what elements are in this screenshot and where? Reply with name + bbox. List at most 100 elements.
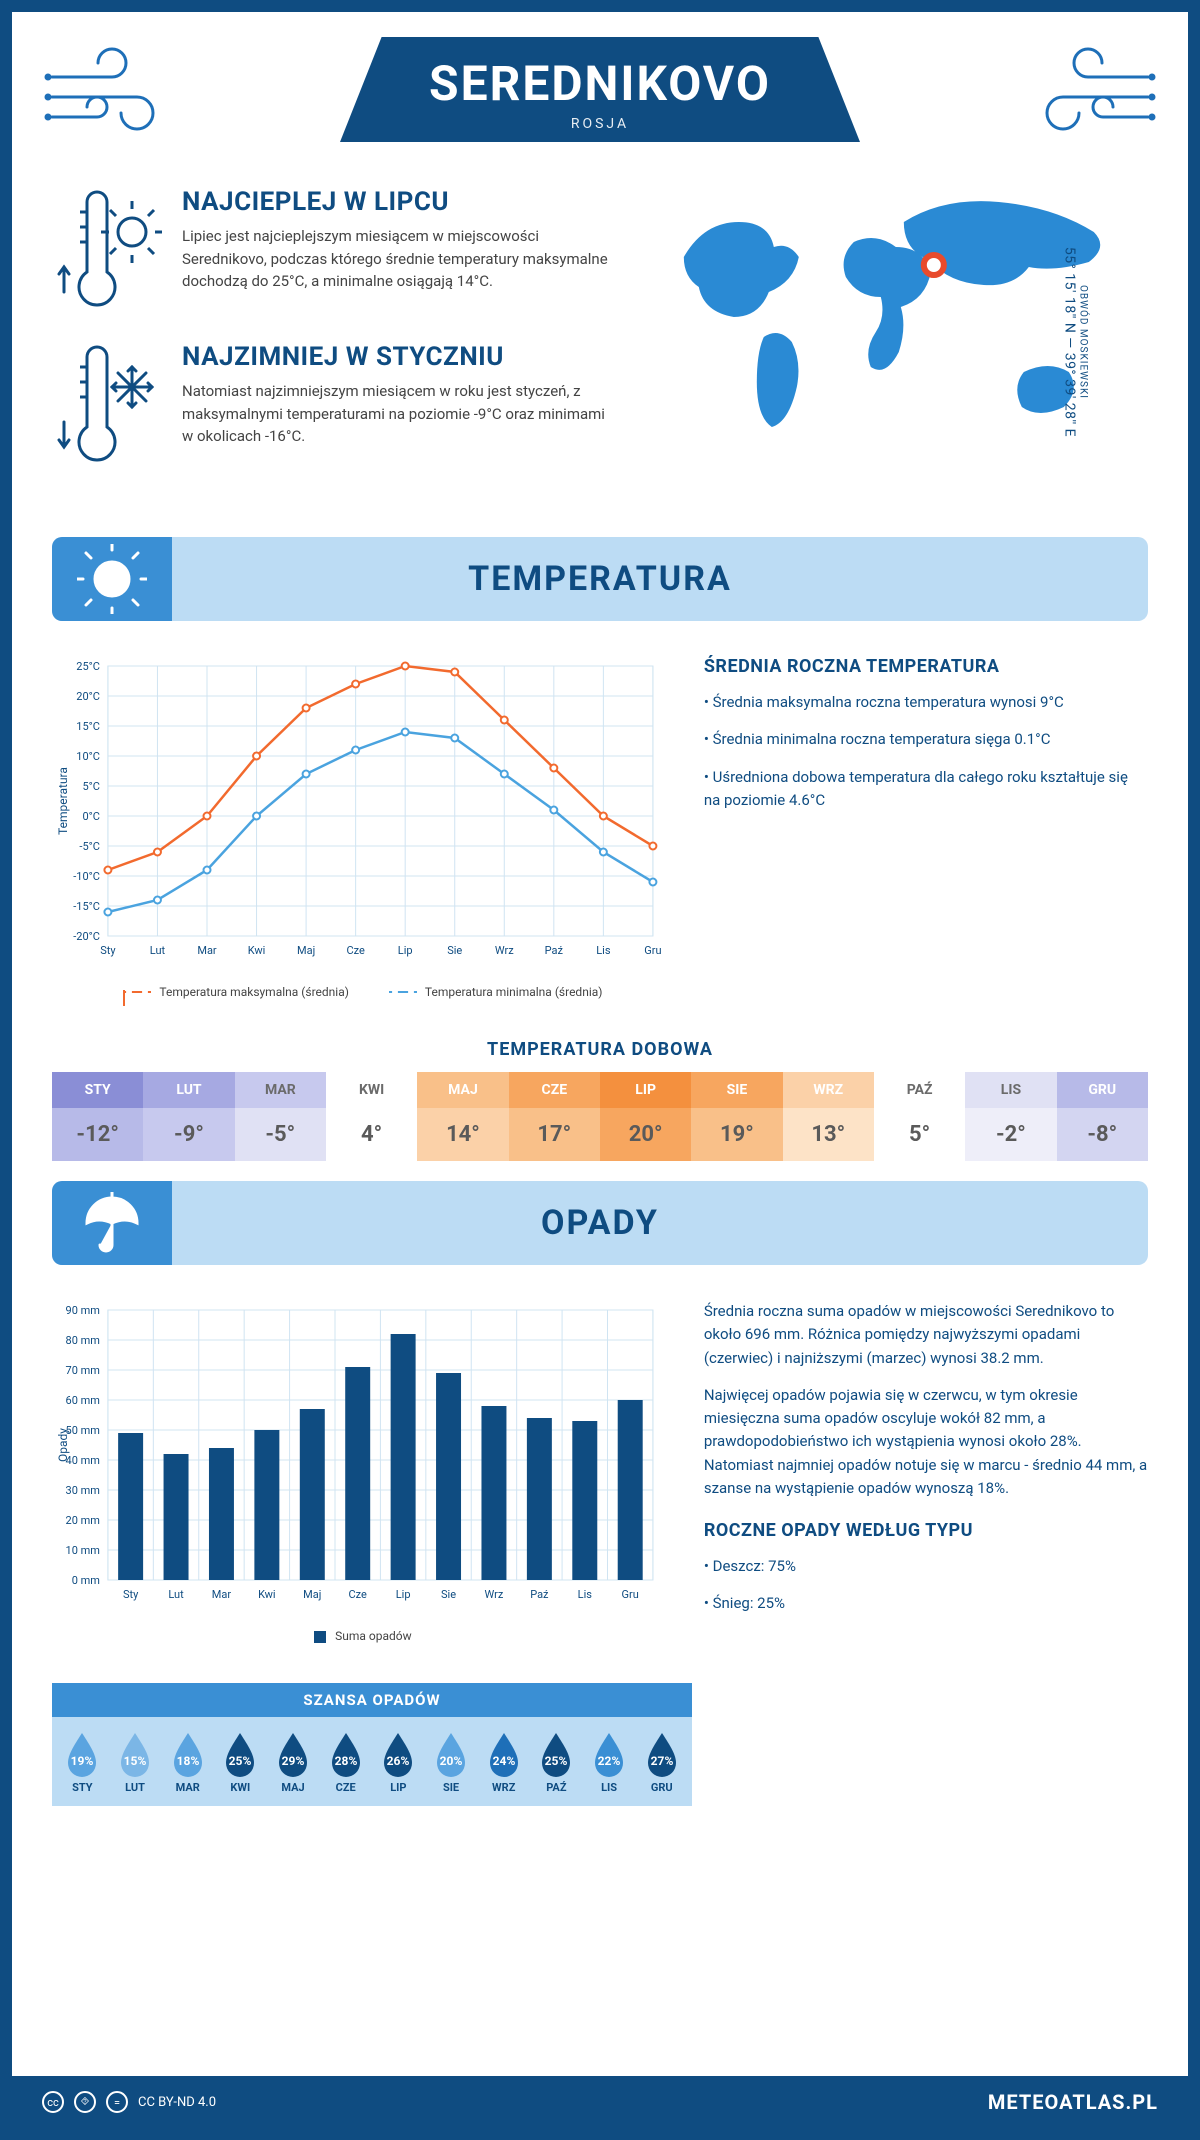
license-text: CC BY-ND 4.0 xyxy=(138,2095,216,2110)
chance-drop-cell: 26%LIP xyxy=(372,1729,425,1794)
temperature-section-title: TEMPERATURA xyxy=(52,559,1148,599)
svg-text:28%: 28% xyxy=(334,1754,357,1768)
svg-text:Sie: Sie xyxy=(441,1588,456,1601)
chance-drop-cell: 18%MAR xyxy=(161,1729,214,1794)
svg-text:Gru: Gru xyxy=(622,1588,639,1601)
svg-text:10 mm: 10 mm xyxy=(66,1544,100,1557)
svg-text:60 mm: 60 mm xyxy=(66,1394,100,1407)
svg-text:Paź: Paź xyxy=(530,1588,549,1601)
svg-text:24%: 24% xyxy=(492,1754,515,1768)
map-marker xyxy=(924,255,944,275)
umbrella-icon xyxy=(77,1188,147,1258)
wind-icon-left xyxy=(42,47,182,137)
svg-text:Wrz: Wrz xyxy=(485,1588,504,1601)
svg-text:70 mm: 70 mm xyxy=(66,1364,100,1377)
svg-text:Kwi: Kwi xyxy=(258,1588,276,1601)
city-title: SEREDNIKOVO xyxy=(410,55,790,112)
svg-text:-10°C: -10°C xyxy=(73,870,100,883)
svg-text:20°C: 20°C xyxy=(76,690,100,703)
svg-text:40 mm: 40 mm xyxy=(66,1454,100,1467)
chance-drop-cell: 15%LUT xyxy=(109,1729,162,1794)
svg-text:Sty: Sty xyxy=(100,944,116,957)
precip-paragraph: Średnia roczna suma opadów w miejscowośc… xyxy=(704,1300,1148,1370)
svg-text:Lut: Lut xyxy=(150,944,166,957)
svg-text:29%: 29% xyxy=(282,1754,305,1768)
svg-text:5°C: 5°C xyxy=(82,780,99,793)
chance-drop-cell: 28%CZE xyxy=(319,1729,372,1794)
license-block: cc ⯑ = CC BY-ND 4.0 xyxy=(42,2091,216,2113)
svg-text:Wrz: Wrz xyxy=(495,944,514,957)
svg-text:27%: 27% xyxy=(650,1754,673,1768)
svg-text:Opady: Opady xyxy=(56,1428,70,1462)
svg-text:90 mm: 90 mm xyxy=(66,1304,100,1317)
svg-text:Lip: Lip xyxy=(398,944,413,957)
legend-max-label: Temperatura maksymalna (średnia) xyxy=(159,985,349,999)
legend-min-label: Temperatura minimalna (średnia) xyxy=(425,985,603,999)
chance-drop-cell: 19%STY xyxy=(56,1729,109,1794)
svg-text:26%: 26% xyxy=(387,1754,410,1768)
svg-text:-5°C: -5°C xyxy=(79,840,100,853)
precipitation-bar-chart: 0 mm10 mm20 mm30 mm40 mm50 mm60 mm70 mm8… xyxy=(52,1300,674,1620)
svg-text:Mar: Mar xyxy=(197,944,217,957)
by-icon: ⯑ xyxy=(74,2091,96,2113)
chance-drop-cell: 29%MAJ xyxy=(267,1729,320,1794)
svg-text:Maj: Maj xyxy=(303,1588,321,1601)
daily-month-cell: GRU-8° xyxy=(1057,1072,1148,1161)
coldest-block: NAJZIMNIEJ W STYCZNIU Natomiast najzimni… xyxy=(52,342,610,472)
svg-text:30 mm: 30 mm xyxy=(66,1484,100,1497)
coordinates-label: OBWÓD MOSKIEWSKI 55° 15' 18'' N — 39° 39… xyxy=(1061,247,1088,437)
daily-month-cell: SIE19° xyxy=(691,1072,782,1161)
svg-text:25%: 25% xyxy=(229,1754,252,1768)
svg-text:0°C: 0°C xyxy=(82,810,99,823)
precip-type-item: • Deszcz: 75% xyxy=(704,1555,1148,1578)
svg-text:Lis: Lis xyxy=(578,1588,593,1601)
temperature-banner: TEMPERATURA xyxy=(52,537,1148,621)
daily-month-cell: LIP20° xyxy=(600,1072,691,1161)
daily-temp-title: TEMPERATURA DOBOWA xyxy=(12,1039,1188,1060)
chance-drop-cell: 24%WRZ xyxy=(477,1729,530,1794)
precip-type-title: ROCZNE OPADY WEDŁUG TYPU xyxy=(704,1520,1148,1541)
chance-drop-cell: 25%PAŹ xyxy=(530,1729,583,1794)
precipitation-legend: Suma opadów xyxy=(52,1629,674,1643)
svg-text:19%: 19% xyxy=(71,1754,94,1768)
temperature-legend: Temperatura maksymalna (średnia) Tempera… xyxy=(52,985,674,999)
coldest-text: Natomiast najzimniejszym miesiącem w rok… xyxy=(182,380,610,448)
annual-temp-text: ŚREDNIA ROCZNA TEMPERATURA • Średnia mak… xyxy=(704,656,1148,999)
title-banner: SEREDNIKOVO ROSJA xyxy=(340,37,860,142)
page: SEREDNIKOVO ROSJA xyxy=(0,0,1200,2140)
svg-text:Sty: Sty xyxy=(123,1588,139,1601)
chance-drop-cell: 25%KWI xyxy=(214,1729,267,1794)
footer: cc ⯑ = CC BY-ND 4.0 METEOATLAS.PL xyxy=(12,2076,1188,2128)
precip-paragraph: Najwięcej opadów pojawia się w czerwcu, … xyxy=(704,1384,1148,1500)
svg-text:Gru: Gru xyxy=(644,944,661,957)
svg-text:Maj: Maj xyxy=(297,944,315,957)
site-name: METEOATLAS.PL xyxy=(988,2090,1158,2114)
daily-month-cell: STY-12° xyxy=(52,1072,143,1161)
annual-bullet: • Uśredniona dobowa temperatura dla całe… xyxy=(704,766,1148,813)
svg-text:22%: 22% xyxy=(598,1754,621,1768)
precipitation-banner: OPADY xyxy=(52,1181,1148,1265)
svg-text:Sie: Sie xyxy=(447,944,462,957)
svg-text:0 mm: 0 mm xyxy=(72,1574,100,1587)
svg-text:10°C: 10°C xyxy=(76,750,100,763)
wind-icon-right xyxy=(1018,47,1158,137)
precipitation-chance-panel: SZANSA OPADÓW 19%STY15%LUT18%MAR25%KWI29… xyxy=(52,1683,692,1806)
svg-text:Temperatura: Temperatura xyxy=(56,767,70,835)
svg-text:-15°C: -15°C xyxy=(73,900,100,913)
chance-drop-cell: 22%LIS xyxy=(583,1729,636,1794)
chance-drop-cell: 27%GRU xyxy=(635,1729,688,1794)
thermometer-cold-icon xyxy=(52,342,162,472)
country-subtitle: ROSJA xyxy=(410,116,790,132)
daily-month-cell: WRZ13° xyxy=(783,1072,874,1161)
svg-text:Cze: Cze xyxy=(346,944,365,957)
svg-text:15%: 15% xyxy=(124,1754,147,1768)
svg-text:80 mm: 80 mm xyxy=(66,1334,100,1347)
daily-month-cell: MAR-5° xyxy=(235,1072,326,1161)
svg-text:Lut: Lut xyxy=(168,1588,184,1601)
daily-month-cell: KWI4° xyxy=(326,1072,417,1161)
umbrella-icon-tab xyxy=(52,1181,172,1265)
svg-text:Kwi: Kwi xyxy=(248,944,266,957)
svg-text:Lip: Lip xyxy=(396,1588,411,1601)
svg-text:Mar: Mar xyxy=(212,1588,232,1601)
svg-text:18%: 18% xyxy=(176,1754,199,1768)
